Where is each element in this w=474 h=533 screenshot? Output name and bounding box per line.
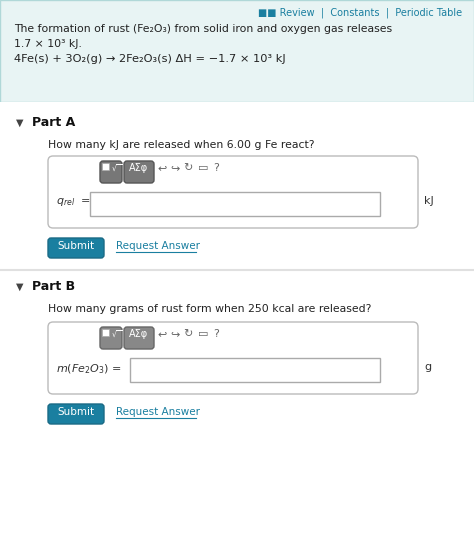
Text: ▭: ▭ [198,329,208,339]
Text: How many grams of rust form when 250 kcal are released?: How many grams of rust form when 250 kca… [48,304,371,314]
Text: $\sqrt{\ }$: $\sqrt{\ }$ [111,162,122,173]
Text: AΣφ: AΣφ [129,329,149,339]
Bar [0,102,474,533]
FancyBboxPatch shape [100,327,122,349]
Text: ▼: ▼ [16,118,24,128]
Text: ?: ? [213,163,219,173]
Bar [102,163,109,170]
FancyBboxPatch shape [48,156,418,228]
Text: $\sqrt{\ }$: $\sqrt{\ }$ [111,328,122,339]
Text: 4Fe(s) + 3O₂(g) → 2Fe₂O₃(s) ΔH = −1.7 × 10³ kJ: 4Fe(s) + 3O₂(g) → 2Fe₂O₃(s) ΔH = −1.7 × … [14,54,286,64]
Text: ↪: ↪ [170,163,180,173]
Text: g: g [424,362,431,372]
Text: 1.7 × 10³ kJ.: 1.7 × 10³ kJ. [14,39,82,49]
FancyBboxPatch shape [48,238,104,258]
Text: ↩: ↩ [157,163,167,173]
Text: $q_{rel}$  =: $q_{rel}$ = [56,196,91,208]
Bar [102,329,109,336]
Text: $m(Fe_2O_3)$ =: $m(Fe_2O_3)$ = [56,362,122,376]
Text: ?: ? [213,329,219,339]
Text: Submit: Submit [57,241,94,251]
FancyBboxPatch shape [48,322,418,394]
Text: Part A: Part A [32,116,75,129]
Text: Request Answer: Request Answer [116,407,200,417]
FancyBboxPatch shape [48,404,104,424]
Text: ▼: ▼ [16,282,24,292]
FancyBboxPatch shape [124,161,154,183]
FancyBboxPatch shape [100,161,122,183]
Text: How many kJ are released when 6.00 g Fe react?: How many kJ are released when 6.00 g Fe … [48,140,315,150]
Text: ↻: ↻ [183,163,193,173]
Text: ↻: ↻ [183,329,193,339]
Text: Submit: Submit [57,407,94,417]
Text: ■■ Review  |  Constants  |  Periodic Table: ■■ Review | Constants | Periodic Table [258,8,462,19]
Text: ↩: ↩ [157,329,167,339]
Text: AΣφ: AΣφ [129,163,149,173]
Bar [130,358,380,382]
Text: Request Answer: Request Answer [116,241,200,251]
Bar [90,192,380,216]
Text: Part B: Part B [32,280,75,293]
FancyBboxPatch shape [124,327,154,349]
Text: ↪: ↪ [170,329,180,339]
Text: kJ: kJ [424,196,434,206]
Text: ▭: ▭ [198,163,208,173]
Bar [0,0,474,102]
Text: The formation of rust (Fe₂O₃) from solid iron and oxygen gas releases: The formation of rust (Fe₂O₃) from solid… [14,24,392,34]
